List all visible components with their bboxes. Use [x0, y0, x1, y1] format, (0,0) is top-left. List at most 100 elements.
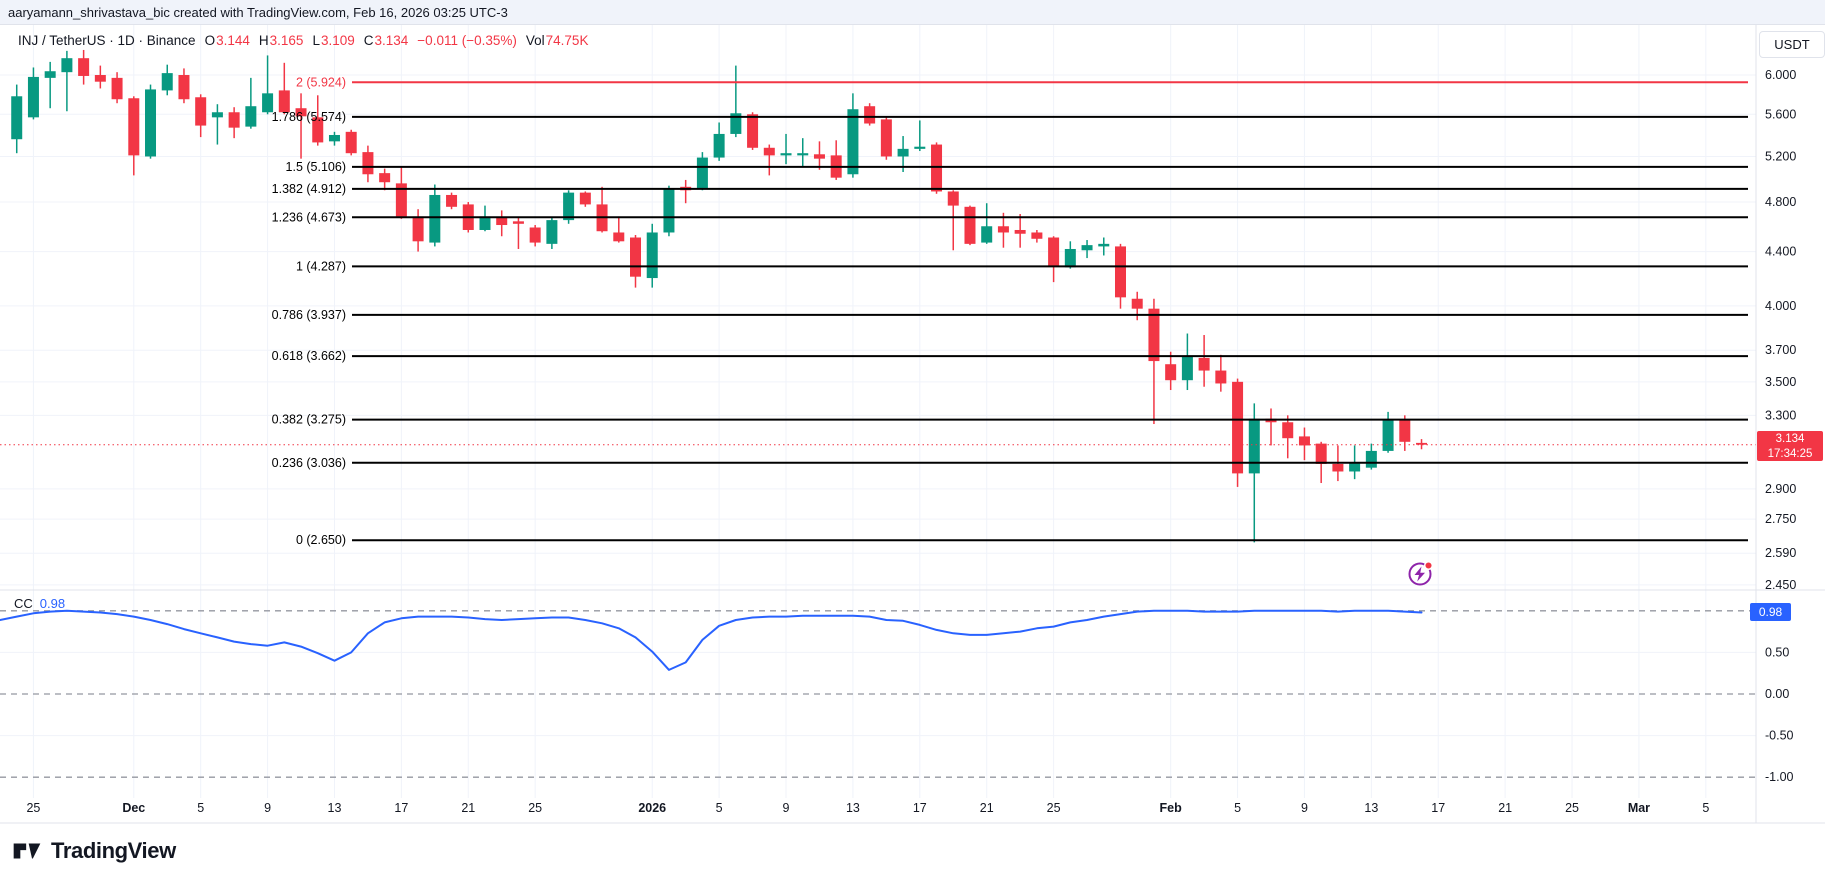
candle-body: [880, 119, 892, 157]
price-tick-label: 5.600: [1765, 107, 1796, 121]
candle-body: [161, 73, 173, 91]
time-tick-label: 25: [528, 801, 542, 815]
legend-volume-value: 74.75K: [545, 33, 589, 48]
candle-body: [563, 192, 575, 221]
candle-body: [696, 157, 708, 188]
tradingview-logo-icon: [13, 843, 41, 859]
candle-body: [345, 131, 357, 154]
candle-body: [997, 226, 1009, 233]
fib-level-label: 0 (2.650): [296, 533, 346, 547]
candle-body: [44, 71, 56, 78]
legend-open-label: O: [204, 33, 216, 48]
time-tick-label: 21: [980, 801, 994, 815]
candle-body: [931, 144, 943, 192]
candle-body: [1215, 370, 1227, 384]
legend-low-value: 3.109: [320, 33, 355, 48]
candle-body: [178, 75, 190, 100]
candle-body: [763, 147, 775, 156]
time-tick-label: 25: [26, 801, 40, 815]
price-tick-label: 5.200: [1765, 149, 1796, 163]
price-axis[interactable]: 6.000 5.600 5.200 4.800 4.400 4.000 3.700 3.500…: [1765, 68, 1796, 784]
candle-body: [379, 173, 391, 183]
legend-high-value: 3.165: [269, 33, 304, 48]
indicator-pane[interactable]: [0, 609, 1756, 778]
candle-body: [897, 148, 909, 157]
attribution-text: aaryamann_shrivastava_bic created with T…: [8, 4, 508, 20]
candle-body: [1081, 245, 1093, 251]
fib-level-label: 0.236 (3.036): [272, 456, 346, 470]
indicator-tick-label: -1.00: [1765, 770, 1794, 784]
legend-low-label: L: [312, 33, 320, 48]
candle-body: [981, 226, 993, 243]
candle-body: [94, 75, 106, 82]
legend-high-label: H: [258, 33, 269, 48]
time-tick-label: Mar: [1628, 801, 1650, 815]
time-tick-label: 21: [461, 801, 475, 815]
candle-body: [713, 133, 725, 158]
candle-body: [512, 221, 524, 224]
indicator-name[interactable]: CC: [14, 596, 33, 611]
candle-body: [245, 106, 257, 127]
time-tick-label: 25: [1565, 801, 1579, 815]
tradingview-logo-text: TradingView: [51, 838, 176, 863]
fib-level-label: 1 (4.287): [296, 259, 346, 273]
indicator-tick-label: -0.50: [1765, 729, 1794, 743]
candle-body: [1298, 436, 1310, 446]
last-price-value: 3.134: [1775, 433, 1805, 445]
candle-body: [1282, 422, 1294, 439]
time-tick-label: 5: [1234, 801, 1241, 815]
time-tick-label: 17: [913, 801, 927, 815]
indicator-value: 0.98: [39, 596, 66, 611]
candle-body: [395, 183, 407, 217]
candle-body: [1131, 298, 1143, 309]
candle-body: [27, 76, 39, 118]
candle-body: [1232, 381, 1244, 474]
candle-body: [11, 96, 23, 140]
time-tick-label: 9: [783, 801, 790, 815]
indicator-value-badge: 0.98: [1750, 603, 1791, 621]
candle-body: [228, 112, 240, 128]
candle-body: [529, 227, 541, 243]
price-tick-label: 2.590: [1765, 546, 1796, 560]
candle-body: [1148, 308, 1160, 362]
notification-dot: [1423, 560, 1434, 571]
candle-body: [1315, 443, 1327, 464]
candle-body: [546, 220, 558, 244]
time-axis[interactable]: 25 Dec 5 9 13 17 21 25 2026 5 9 13 17 21 25 Feb 5 9 13 17 21…: [26, 801, 1709, 815]
time-tick-label: 25: [1047, 801, 1061, 815]
candle-body: [646, 232, 658, 279]
tradingview-logo[interactable]: TradingView: [12, 838, 176, 864]
legend-open-value: 3.144: [216, 33, 250, 48]
time-tick-label: 13: [328, 801, 342, 815]
legend-change-value: −0.011 (−0.35%): [417, 33, 517, 48]
legend-symbol[interactable]: INJ / TetherUS · 1D · Binance: [18, 33, 196, 48]
cc-indicator-line: [0, 609, 1423, 671]
time-tick-label: 9: [264, 801, 271, 815]
candle-body: [1382, 420, 1394, 451]
candle-body: [278, 90, 290, 113]
fib-level-label: 0.618 (3.662): [272, 349, 346, 363]
candle-body: [1098, 243, 1110, 247]
candle-body: [1064, 248, 1076, 268]
candle-body: [630, 237, 642, 277]
boost-lightning-icon[interactable]: [1408, 560, 1434, 586]
fib-level-label: 0.382 (3.275): [272, 413, 346, 427]
candle-body: [813, 154, 825, 159]
currency-label: USDT: [1774, 37, 1810, 52]
price-tick-label: 4.800: [1765, 195, 1796, 209]
price-scale-currency-chip[interactable]: USDT: [1759, 31, 1825, 58]
indicator-legend[interactable]: CC 0.98: [14, 596, 65, 611]
candle-body: [864, 106, 876, 124]
time-tick-label: Dec: [122, 801, 145, 815]
legend-volume-label: Vol: [525, 33, 545, 48]
candle-body: [663, 189, 675, 233]
candle-body: [747, 114, 759, 148]
indicator-tick-label: 0.50: [1765, 645, 1789, 659]
fib-retracement[interactable]: 2 (5.924) 1.786 (5.574) 1.5 (5.106) 1.382 (…: [272, 75, 1748, 547]
time-tick-label: 13: [846, 801, 860, 815]
price-tick-label: 2.450: [1765, 578, 1796, 592]
candle-body: [111, 77, 123, 100]
symbol-legend[interactable]: INJ / TetherUS · 1D · Binance O3.144 H3.16…: [18, 33, 588, 48]
indicator-tick-label: 0.00: [1765, 687, 1789, 701]
